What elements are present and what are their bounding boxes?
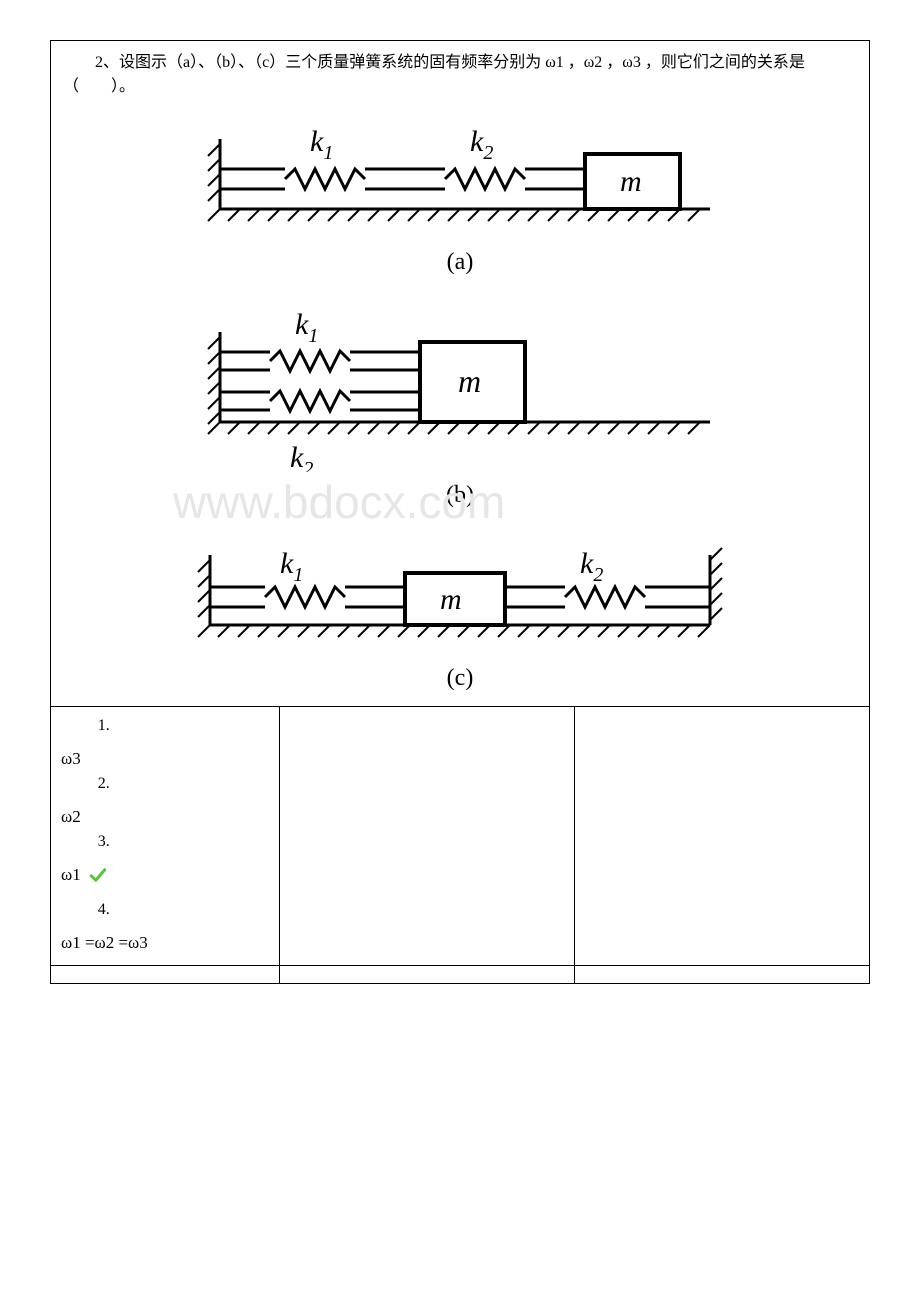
options-row: 1. ω3 2. ω2 3. ω1 4. ω1 =ω2 =ω3 [51, 706, 869, 965]
mass-label-b: m [458, 363, 481, 399]
diagram-b: m k1 k2 (b) [63, 282, 857, 515]
option-2-value: ω2 [61, 807, 269, 827]
option-3-number: 3. [61, 833, 269, 851]
option-3-value: ω1 [61, 865, 269, 885]
option-1-value: ω3 [61, 749, 269, 769]
question-cell: 2、设图示（a）、（b）、（c）三个质量弹簧系统的固有频率分别为 ω1 ，ω2 … [51, 41, 869, 706]
option-2-number: 2. [61, 775, 269, 793]
mass-label-a: m [620, 165, 642, 198]
mass-label-c: m [440, 583, 462, 616]
option-4-value: ω1 =ω2 =ω3 [61, 933, 269, 953]
svg-text:k2: k2 [580, 547, 603, 586]
svg-text:k2: k2 [470, 125, 493, 164]
bottom-row [51, 965, 869, 983]
check-icon [89, 866, 107, 884]
question-body: 设图示（a）、（b）、（c）三个质量弹簧系统的固有频率分别为 ω1 ，ω2 ，ω… [63, 54, 805, 95]
document-frame: 2、设图示（a）、（b）、（c）三个质量弹簧系统的固有频率分别为 ω1 ，ω2 … [50, 40, 870, 984]
svg-text:k1: k1 [280, 547, 303, 586]
option-4-number: 4. [61, 901, 269, 919]
empty-column-2 [575, 707, 869, 965]
diagram-a-label: (a) [447, 249, 474, 276]
empty-column-1 [280, 707, 574, 965]
diagram-a-svg: m k1 k2 [190, 109, 730, 239]
diagram-a: m k1 k2 (a) [63, 99, 857, 282]
diagram-c-svg: m k1 k2 [180, 525, 740, 655]
question-text: 2、设图示（a）、（b）、（c）三个质量弹簧系统的固有频率分别为 ω1 ，ω2 … [63, 51, 857, 99]
question-number: 2、 [95, 54, 119, 71]
option-1-number: 1. [61, 717, 269, 735]
svg-text:k2: k2 [290, 441, 313, 472]
svg-text:k1: k1 [310, 125, 333, 164]
options-column: 1. ω3 2. ω2 3. ω1 4. ω1 =ω2 =ω3 [51, 707, 280, 965]
diagram-b-svg: m k1 k2 [190, 292, 730, 472]
diagram-c-label: (c) [447, 665, 474, 692]
diagram-b-label: (b) [446, 482, 474, 509]
svg-text:k1: k1 [295, 308, 318, 347]
diagram-c: www.bdocx.com [63, 515, 857, 698]
